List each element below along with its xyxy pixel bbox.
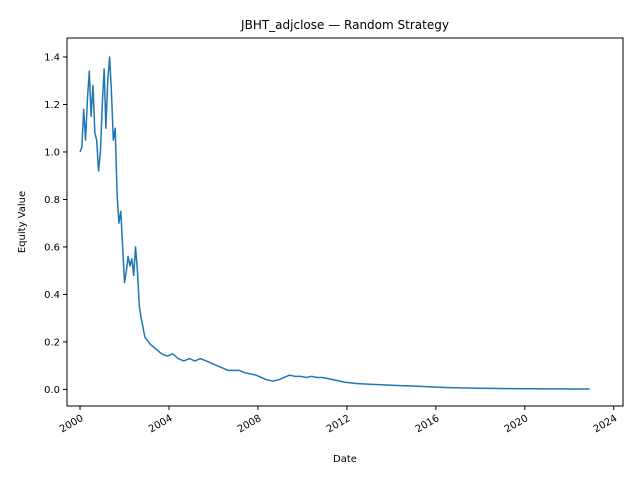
y-tick-label: 0.0 — [44, 385, 60, 396]
y-tick-label: 1.2 — [44, 100, 60, 111]
y-tick-label: 1.4 — [44, 52, 60, 63]
y-tick-label: 0.2 — [44, 337, 60, 348]
y-tick-label: 1.0 — [44, 147, 60, 158]
y-tick-label: 0.6 — [44, 242, 60, 253]
y-axis-ticks: 0.0 0.2 0.4 0.6 0.8 1.0 1.2 1.4 — [44, 52, 67, 396]
plot-area — [66, 37, 624, 407]
chart-title: JBHT_adjclose — Random Strategy — [240, 18, 449, 32]
y-axis-label: Equity Value — [17, 191, 28, 253]
y-tick-label: 0.8 — [44, 195, 60, 206]
axes-frame — [66, 37, 624, 407]
equity-line — [79, 56, 590, 390]
x-axis-label: Date — [333, 454, 357, 465]
y-tick-label: 0.4 — [44, 290, 60, 301]
